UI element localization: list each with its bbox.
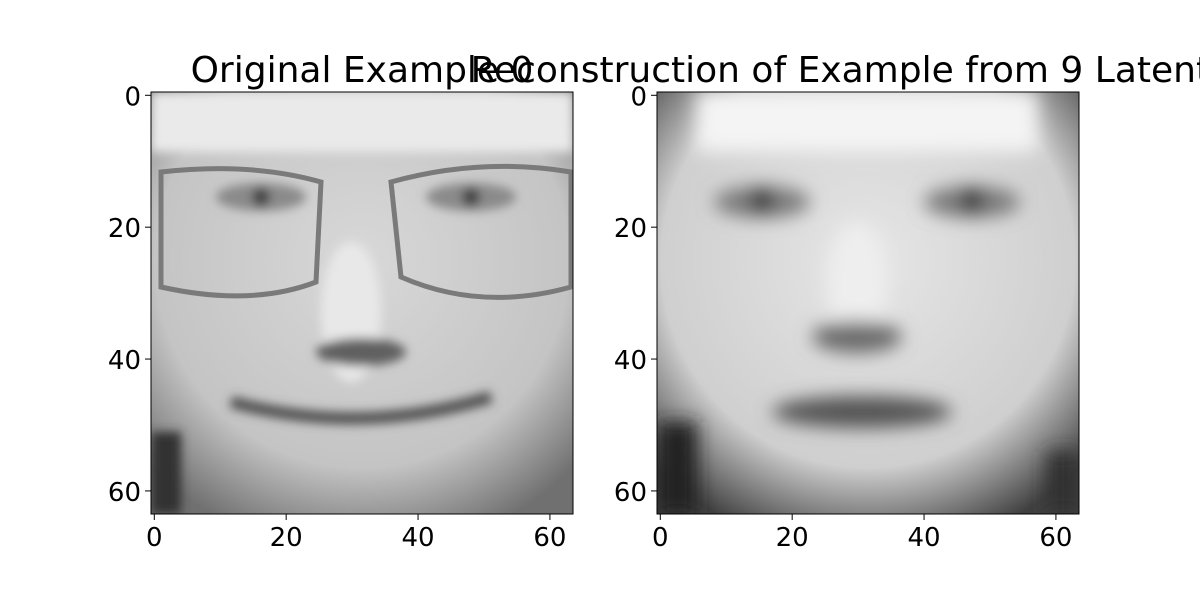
- x-tick-label: 20: [776, 523, 809, 553]
- x-tick-label: 0: [146, 523, 163, 553]
- axes-title: Original Example 0: [191, 50, 534, 91]
- y-tick-label: 60: [614, 478, 647, 508]
- axes-frame: [150, 91, 574, 515]
- axes-frame: [656, 91, 1080, 515]
- y-tick-label: 60: [108, 478, 141, 508]
- image-reconstruction: [657, 92, 1079, 514]
- y-tick-label: 0: [124, 82, 141, 112]
- x-tick-label: 20: [270, 523, 303, 553]
- x-tick-label: 40: [402, 523, 435, 553]
- x-tick-label: 40: [908, 523, 941, 553]
- y-tick-label: 0: [630, 82, 647, 112]
- image-original: [151, 92, 573, 514]
- axes-title: Reconstruction of Example from 9 Latent …: [471, 50, 1200, 91]
- y-tick-label: 20: [108, 214, 141, 244]
- x-tick-label: 60: [533, 523, 566, 553]
- x-tick-label: 0: [652, 523, 669, 553]
- x-tick-label: 60: [1039, 523, 1072, 553]
- y-tick-label: 40: [108, 346, 141, 376]
- y-tick-label: 20: [614, 214, 647, 244]
- y-tick-label: 40: [614, 346, 647, 376]
